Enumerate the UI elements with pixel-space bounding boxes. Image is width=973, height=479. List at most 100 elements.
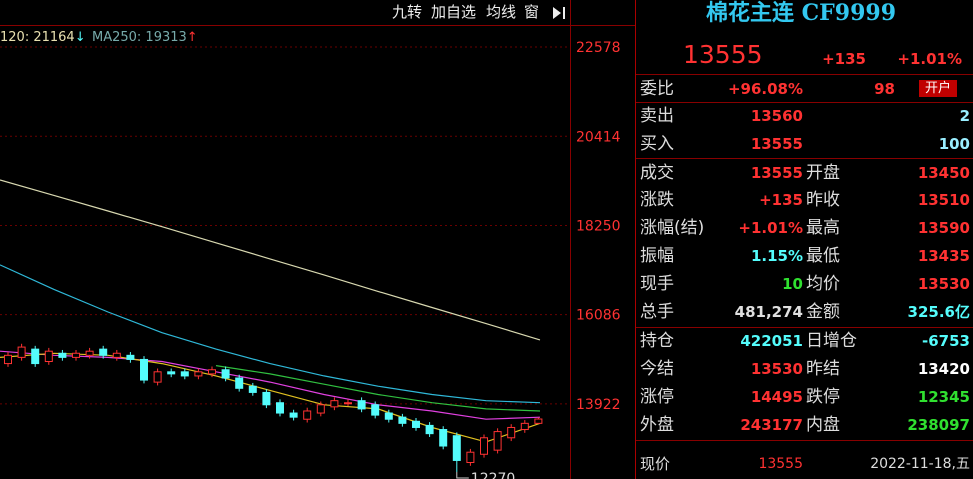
- row-label: 今结: [640, 359, 674, 379]
- candle-body: [4, 354, 12, 365]
- candle-body: [466, 451, 475, 464]
- row-label: 外盘: [640, 415, 674, 435]
- ma-label: MA250: 19313↑: [92, 30, 198, 45]
- ma-value: 120: 21164: [0, 30, 75, 45]
- row-value: +1.01%: [738, 219, 803, 237]
- row-label: 买入: [640, 134, 674, 154]
- candle-body: [85, 350, 94, 356]
- row-value: 422051: [740, 332, 803, 350]
- row-label: 均价: [806, 274, 840, 294]
- row-value: 13530: [750, 360, 803, 378]
- row-value: -6753: [922, 332, 970, 350]
- row-label: 开盘: [806, 163, 840, 183]
- candle-body: [480, 437, 488, 455]
- row-label: 涨停: [640, 387, 674, 407]
- candle-body: [412, 420, 420, 428]
- row-value: 481,274: [734, 303, 803, 321]
- row-value: 12345: [917, 388, 970, 406]
- candle-body: [194, 371, 203, 377]
- row-value: 13555: [750, 164, 803, 182]
- toolbar-button[interactable]: 均线: [486, 3, 517, 21]
- row-value: 10: [782, 275, 803, 293]
- row-label: 日增仓: [806, 331, 857, 351]
- row-label: 涨幅(结): [640, 218, 705, 238]
- row-value: 238097: [907, 416, 970, 434]
- row-value: 1.15%: [750, 247, 803, 265]
- row-value: 13510: [917, 191, 970, 209]
- toolbar-button[interactable]: 九转: [392, 3, 423, 21]
- row-value: 14495: [750, 388, 803, 406]
- candle-body: [167, 371, 176, 375]
- toolbar-button[interactable]: 加自选: [431, 3, 477, 21]
- y-tick-label: 20414: [576, 129, 621, 145]
- candle-body: [398, 416, 407, 424]
- row-value: 13435: [917, 247, 970, 265]
- y-tick-label: 22578: [576, 40, 621, 56]
- row-value: +96.08%: [727, 80, 803, 98]
- low-label: 12270: [471, 471, 516, 479]
- candle-body: [58, 352, 67, 358]
- row-label: 卖出: [640, 106, 674, 126]
- candle-body: [493, 431, 502, 451]
- row-value: +135: [759, 191, 803, 209]
- row-value: 2: [959, 107, 970, 125]
- candle-body: [140, 358, 148, 381]
- ma-line: [215, 365, 541, 412]
- candle-body: [316, 404, 325, 414]
- ma-value: MA250: 19313: [92, 30, 187, 45]
- price-pct: +1.01%: [897, 50, 962, 68]
- row-value: 13450: [917, 164, 970, 182]
- ma-arrow: ↓: [75, 30, 86, 45]
- price-change: +135: [822, 50, 866, 68]
- candle-body: [330, 400, 339, 408]
- candle-body: [344, 402, 352, 405]
- row-label: 委比: [640, 79, 674, 99]
- candle-body: [452, 435, 461, 461]
- candle-body: [384, 412, 393, 420]
- y-tick-label: 13922: [576, 397, 621, 413]
- ma-line: [0, 350, 541, 420]
- candle-body: [221, 369, 230, 379]
- candle-body: [153, 371, 162, 383]
- candle-body: [180, 371, 189, 377]
- candle-body: [99, 348, 108, 356]
- row-label: 昨结: [806, 359, 840, 379]
- toolbar-button[interactable]: 窗: [524, 3, 540, 21]
- row-label: 昨收: [806, 190, 840, 210]
- open-account-button[interactable]: 开户: [919, 80, 958, 97]
- row-value: 13555: [750, 135, 803, 153]
- candle-body: [126, 354, 135, 360]
- row-label: 内盘: [806, 415, 840, 435]
- candle-body: [357, 400, 366, 410]
- candle-body: [208, 369, 216, 375]
- candle-body: [425, 424, 434, 435]
- row-value: 13555: [758, 456, 803, 472]
- ma-line: [0, 179, 541, 341]
- candle-body: [248, 385, 257, 393]
- candle-body: [262, 391, 271, 406]
- last-price: 13555: [683, 40, 763, 69]
- candle-body: [17, 346, 26, 358]
- candle-body: [371, 404, 380, 416]
- ma-label: 120: 21164↓: [0, 30, 86, 45]
- row-label: 成交: [640, 163, 674, 183]
- row-label: 总手: [640, 302, 674, 322]
- candle-body: [276, 402, 284, 414]
- row-value: 98: [874, 80, 895, 98]
- low-pointer: [456, 471, 469, 479]
- candle-body: [534, 418, 543, 424]
- quote-title: 棉花主连 CF9999: [705, 0, 897, 26]
- candle-body: [303, 410, 312, 420]
- candle-body: [235, 377, 244, 389]
- row-value: 13560: [750, 107, 803, 125]
- row-label: 现手: [640, 274, 674, 294]
- row-label: 跌停: [806, 387, 840, 407]
- ma-line: [0, 264, 541, 404]
- candle-body: [289, 412, 298, 418]
- row-value: 243177: [740, 416, 803, 434]
- row-label: 现价: [640, 455, 671, 473]
- window-icon[interactable]: [549, 4, 569, 22]
- row-value: 13420: [917, 360, 970, 378]
- ma-arrow: ↑: [187, 30, 198, 45]
